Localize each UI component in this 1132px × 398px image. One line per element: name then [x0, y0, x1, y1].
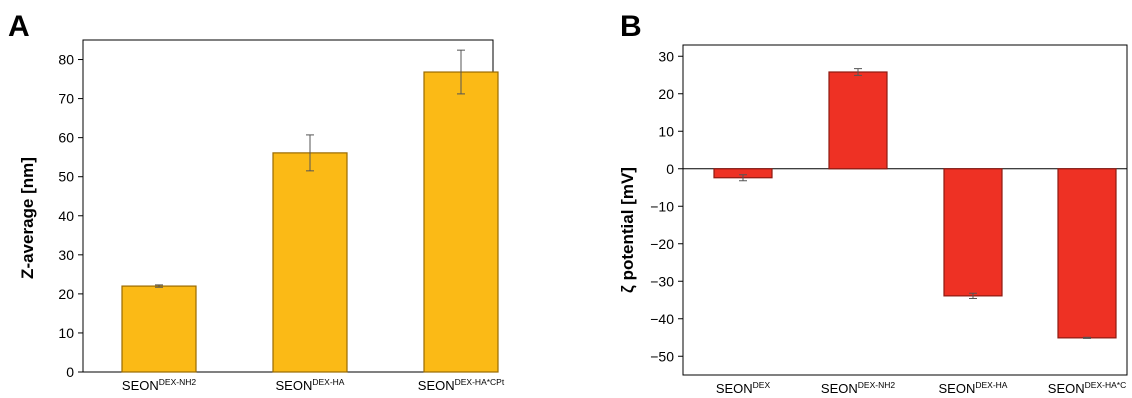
y-tick-label: −40: [650, 311, 674, 327]
x-category-label: SEONDEX-NH2: [821, 380, 895, 396]
panel-b-x-labels: SEONDEX SEONDEX-NH2 SEONDEX-HA SEONDEX-HA*C: [716, 380, 1126, 396]
x-category-label: SEONDEX-HA*C: [1048, 380, 1126, 396]
panel-a-y-ticks: 0 10 20 30 40 50 60 70 80: [58, 52, 83, 380]
panel-b-letter: B: [620, 10, 642, 43]
panel-b: B ζ potential [mV] 30 20 10 0 −10 −20 −30 −40 −5…: [618, 10, 1128, 396]
y-tick-label: 10: [58, 325, 74, 341]
panel-a-x-labels: SEONDEX-NH2 SEONDEX-HA SEONDEX-HA*CPt: [122, 377, 505, 393]
panel-a-y-axis-title: Z-average [nm]: [18, 157, 37, 279]
y-tick-label: 40: [58, 208, 74, 224]
x-category-label: SEONDEX-HA: [276, 377, 345, 393]
y-tick-label: −30: [650, 273, 674, 289]
panel-b-y-ticks: 30 20 10 0 −10 −20 −30 −40 −50: [650, 48, 1127, 364]
y-tick-label: 30: [658, 48, 674, 64]
panel-b-y-axis-title: ζ potential [mV]: [618, 167, 637, 293]
bar: [121, 285, 197, 373]
y-tick-label: 80: [58, 52, 74, 68]
x-category-label: SEONDEX: [716, 380, 771, 396]
y-tick-label: −20: [650, 236, 674, 252]
bar: [1057, 168, 1117, 339]
x-category-label: SEONDEX-NH2: [122, 377, 196, 393]
bar: [943, 168, 1003, 297]
y-tick-label: 50: [58, 169, 74, 185]
y-tick-label: 0: [66, 364, 74, 380]
y-tick-label: 70: [58, 91, 74, 107]
panel-b-plot-frame: [682, 44, 1128, 376]
y-tick-label: −10: [650, 198, 674, 214]
bar: [272, 152, 348, 373]
x-category-label: SEONDEX-HA: [939, 380, 1008, 396]
y-tick-label: 20: [658, 86, 674, 102]
panel-a: A Z-average [nm] 0 10 20 30 40 50 60 70 80 SEOND…: [8, 10, 505, 393]
bar: [828, 71, 888, 170]
y-tick-label: 60: [58, 130, 74, 146]
y-tick-label: 10: [658, 123, 674, 139]
y-tick-label: 20: [58, 286, 74, 302]
panel-a-letter: A: [8, 10, 30, 43]
panel-a-bars: [121, 49, 499, 373]
y-tick-label: 0: [666, 161, 674, 177]
y-tick-label: 30: [58, 247, 74, 263]
y-tick-label: −50: [650, 348, 674, 364]
panel-b-bars: [713, 68, 1117, 339]
x-category-label: SEONDEX-HA*CPt: [418, 377, 505, 393]
bar: [423, 71, 499, 373]
